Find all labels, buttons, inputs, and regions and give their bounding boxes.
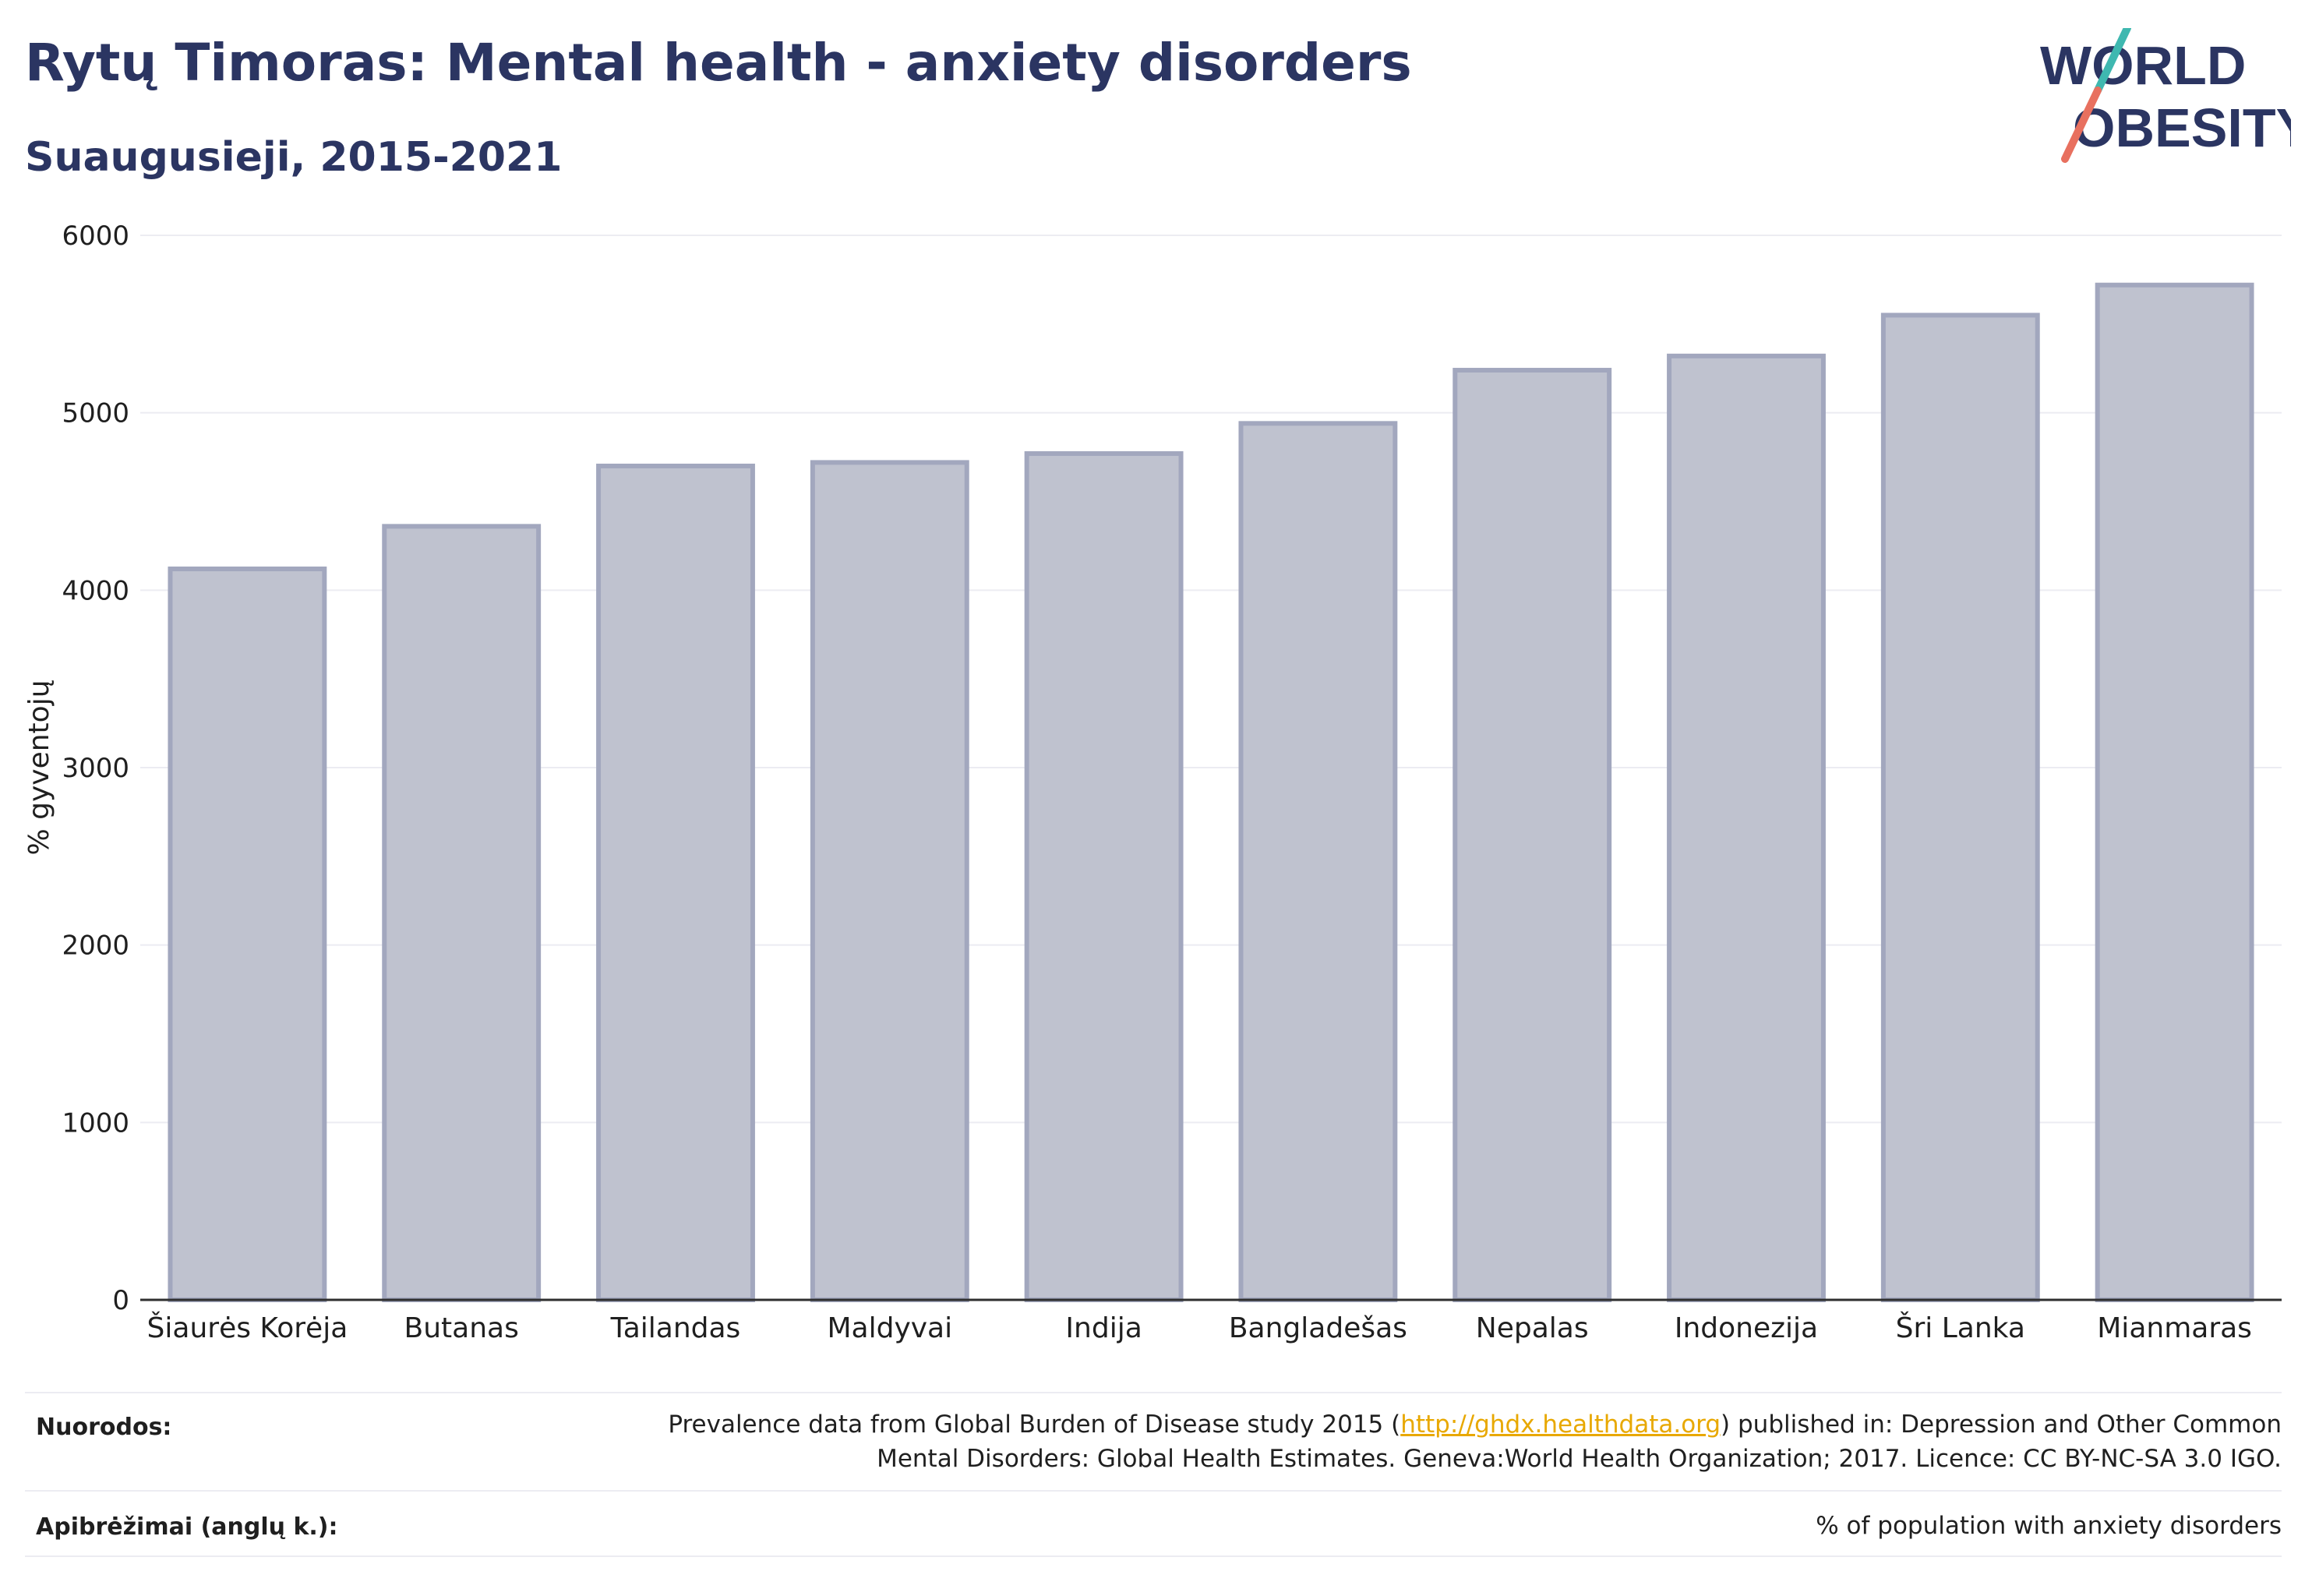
definitions-row: Apibrėžimai (anglų k.): % of population … [25,1509,2282,1555]
x-tick-label: Mianmaras [2097,1312,2252,1344]
sources-prefix: Prevalence data from Global Burden of Di… [668,1411,1401,1439]
footer-divider-middle [25,1490,2282,1492]
sources-link[interactable]: http://ghdx.healthdata.org [1400,1411,1721,1439]
x-tick-label: Butanas [404,1312,519,1344]
logo-line1: WORLD [2040,35,2246,96]
sources-line2: Mental Disorders: Global Health Estimate… [877,1445,2282,1473]
x-tick-label: Šiaurės Korėja [147,1312,348,1344]
definitions-text: % of population with anxiety disorders [1816,1512,2282,1540]
x-tick-label: Indija [1065,1312,1142,1344]
sources-text: Prevalence data from Global Burden of Di… [668,1407,2282,1476]
y-tick-label: 2000 [62,930,129,962]
y-tick-label: 3000 [62,753,129,784]
x-tick-label: Bangladešas [1229,1312,1407,1344]
bar [810,460,969,1302]
definitions-label: Apibrėžimai (anglų k.): [36,1513,338,1541]
x-tick-label: Nepalas [1476,1312,1589,1344]
y-tick-label: 0 [112,1285,129,1316]
chart-subtitle: Suaugusieji, 2015-2021 [25,134,563,181]
x-tick-label: Maldyvai [827,1312,952,1344]
x-tick-label: Indonezija [1675,1312,1818,1344]
world-obesity-logo: WORLD OBESITY [2040,28,2291,163]
bar [1024,451,1184,1302]
bar [1453,368,1612,1303]
bar [1880,312,2040,1303]
bars [168,282,2254,1303]
sources-suffix: ) published in: Depression and Other Com… [1721,1411,2282,1439]
y-tick-label: 5000 [62,398,129,429]
bar [1238,421,1398,1302]
bar [2095,282,2254,1302]
axes: 0 1000 2000 3000 4000 5000 6000 Šiaurės Korėja B… [62,221,2282,1344]
bar [596,463,755,1302]
x-tick-label: Tailandas [610,1312,741,1344]
bar [382,524,542,1302]
logo-line2: OBESITY [2073,97,2291,158]
sources-label: Nuorodos: [36,1414,172,1441]
footer-divider-bottom [25,1555,2282,1557]
y-tick-label: 6000 [62,221,129,252]
footer-divider-top [25,1392,2282,1393]
bar-chart: 0 1000 2000 3000 4000 5000 6000 Šiaurės Korėja B… [23,221,2282,1344]
y-axis-label: % gyventojų [23,680,55,855]
bar [1667,353,1826,1302]
x-tick-label: Šri Lanka [1896,1312,2025,1344]
bar [168,567,327,1302]
y-tick-label: 4000 [62,575,129,606]
chart-title: Rytų Timoras: Mental health - anxiety di… [25,33,1412,93]
sources-row: Nuorodos: Prevalence data from Global Bu… [25,1407,2282,1493]
y-tick-label: 1000 [62,1107,129,1139]
